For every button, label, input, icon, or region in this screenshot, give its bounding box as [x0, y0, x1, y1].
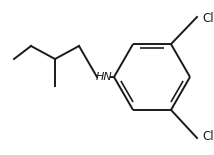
Text: HN: HN	[96, 72, 112, 82]
Text: Cl: Cl	[202, 130, 214, 143]
Text: Cl: Cl	[202, 12, 214, 25]
